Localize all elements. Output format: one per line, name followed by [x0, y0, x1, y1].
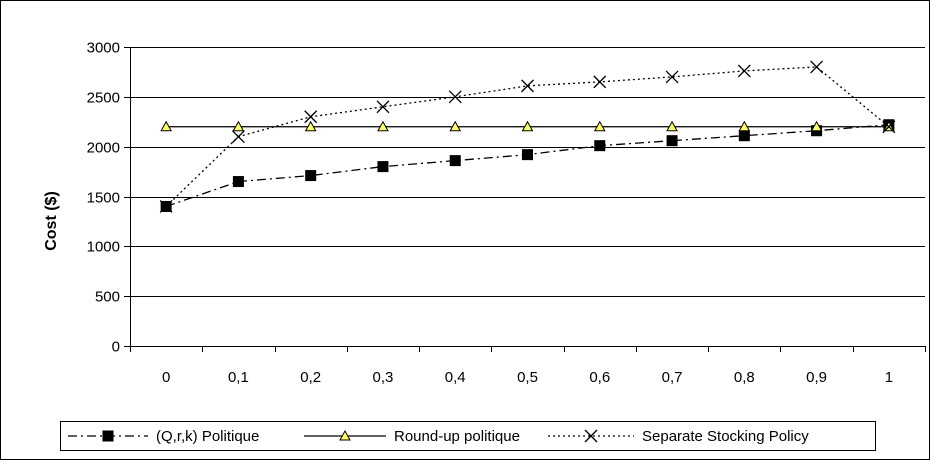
series-1-point: [810, 120, 823, 132]
x-tick-label: 0,1: [228, 369, 249, 386]
series-2-point: [593, 75, 607, 89]
series-2-point: [665, 70, 679, 84]
series-0-point: [232, 176, 244, 188]
x-tick-label: 0,4: [445, 369, 466, 386]
legend-box: [60, 421, 876, 451]
series-2-point: [231, 130, 245, 144]
y-tick-label: 1000: [87, 239, 120, 256]
series-2-point: [810, 60, 824, 74]
y-tick-label: 2000: [87, 140, 120, 157]
series-0-point: [377, 161, 389, 173]
x-tick-label: 0,6: [589, 369, 610, 386]
legend-entry-2: Separate Stocking Policy: [548, 428, 809, 445]
axes: 0 500 1000 1500 2000 2500 3000 0 0,1 0,2 0,3 0,4 0,5…: [87, 40, 926, 386]
x-tick-label: 0,2: [300, 369, 321, 386]
series-2-point: [304, 110, 318, 124]
y-tick-label: 500: [95, 289, 120, 306]
legend-label: Separate Stocking Policy: [642, 428, 809, 445]
series-0-point: [305, 170, 317, 182]
y-tick-label: 3000: [87, 40, 120, 57]
x-tick-label: 0,5: [517, 369, 538, 386]
legend-marker: [339, 429, 351, 441]
series-0-point: [666, 135, 678, 147]
series-1-point: [449, 120, 462, 132]
legend: (Q,r,k) Politique Round-up politique Separ…: [60, 421, 876, 451]
series-0-point: [449, 155, 461, 167]
series-1-point: [593, 120, 606, 132]
x-tick-label: 0,8: [734, 369, 755, 386]
legend-marker: [584, 429, 598, 443]
series-2-point: [376, 100, 390, 114]
y-tick-label: 1500: [87, 190, 120, 207]
series-0-point: [522, 149, 533, 161]
series-line-2: [165, 66, 890, 207]
x-tick-label: 0,3: [373, 369, 394, 386]
series-2-point: [882, 120, 896, 134]
legend-entry-0: (Q,r,k) Politique: [68, 428, 259, 445]
x-tick-label: 0,7: [662, 369, 683, 386]
series-2-point: [737, 64, 751, 78]
gridlines: [130, 47, 925, 297]
legend-entry-1: Round-up politique: [304, 428, 520, 445]
x-tick-label: 0,9: [806, 369, 827, 386]
series-1-point: [738, 120, 751, 132]
series-1-point: [666, 120, 678, 132]
series-1-point: [160, 120, 172, 132]
y-axis-title: Cost ($): [43, 191, 60, 251]
series-layer: [159, 60, 896, 213]
series-1-point: [232, 120, 245, 132]
series-2-point: [448, 90, 462, 104]
x-tick-label: 0: [162, 369, 170, 386]
series-1-point: [304, 120, 317, 132]
y-tick-label: 2500: [87, 90, 120, 107]
series-1-point: [377, 120, 389, 132]
series-0-point: [738, 130, 750, 142]
x-tick-label: 1: [885, 369, 893, 386]
legend-marker: [102, 430, 114, 442]
series-1-point: [521, 120, 534, 132]
y-tick-label: 0: [112, 339, 120, 356]
series-2-point: [159, 200, 173, 213]
series-2-point: [521, 79, 534, 93]
legend-label: (Q,r,k) Politique: [156, 428, 259, 445]
legend-label: Round-up politique: [394, 428, 520, 445]
series-0-point: [594, 140, 606, 152]
